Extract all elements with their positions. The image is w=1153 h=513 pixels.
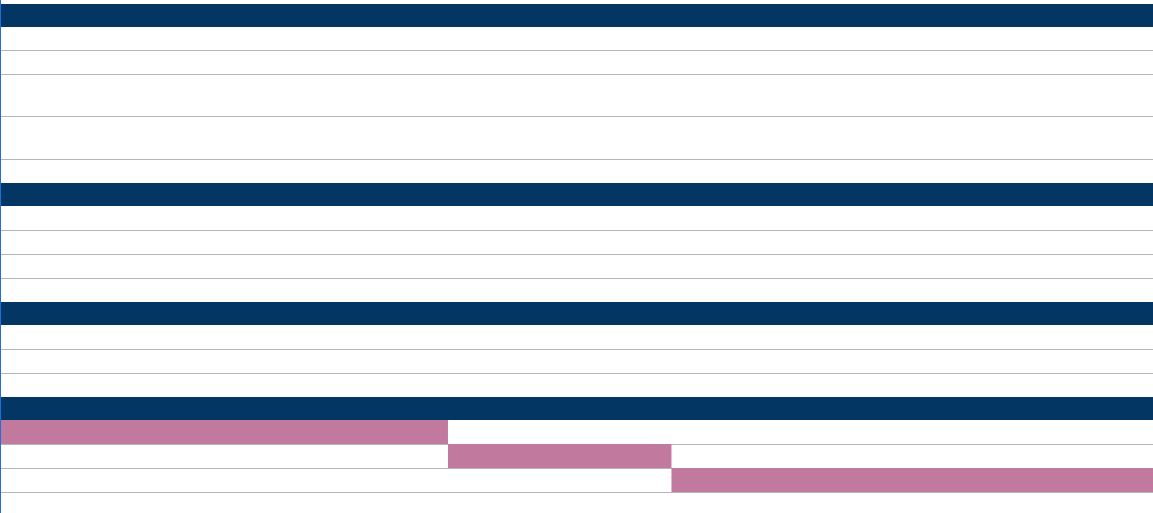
section-header-bar <box>1 397 1153 420</box>
task-bar <box>447 444 672 468</box>
task-bar <box>1 420 448 444</box>
section-header-bar <box>1 4 1153 27</box>
section-header-bar <box>1 302 1153 325</box>
task-bar <box>671 468 1153 492</box>
section-header-bar <box>1 183 1153 206</box>
